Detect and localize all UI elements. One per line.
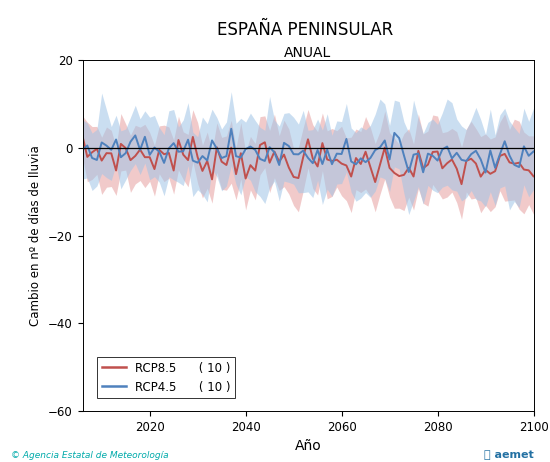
Title: ANUAL: ANUAL <box>284 46 332 60</box>
Text: © Agencia Estatal de Meteorología: © Agencia Estatal de Meteorología <box>11 451 169 460</box>
Text: Ⓜ aemet: Ⓜ aemet <box>484 450 534 460</box>
Legend: RCP8.5      ( 10 ), RCP4.5      ( 10 ): RCP8.5 ( 10 ), RCP4.5 ( 10 ) <box>97 357 235 398</box>
X-axis label: Año: Año <box>295 439 321 454</box>
Text: ESPAÑA PENINSULAR: ESPAÑA PENINSULAR <box>217 21 393 39</box>
Y-axis label: Cambio en nº de días de lluvia: Cambio en nº de días de lluvia <box>30 145 42 326</box>
